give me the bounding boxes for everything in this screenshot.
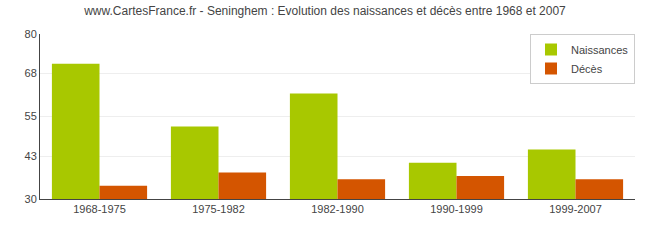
svg-text:80: 80 — [25, 28, 37, 40]
svg-text:68: 68 — [25, 67, 37, 79]
svg-text:43: 43 — [25, 150, 37, 162]
svg-text:1990-1999: 1990-1999 — [430, 203, 483, 215]
svg-text:1999-2007: 1999-2007 — [549, 203, 602, 215]
svg-text:www.CartesFrance.fr - Seninghe: www.CartesFrance.fr - Seninghem : Evolut… — [83, 4, 566, 18]
svg-text:1968-1975: 1968-1975 — [73, 203, 126, 215]
svg-text:1982-1990: 1982-1990 — [311, 203, 364, 215]
svg-text:30: 30 — [25, 193, 37, 205]
svg-text:Décès: Décès — [571, 63, 603, 75]
svg-text:1975-1982: 1975-1982 — [192, 203, 245, 215]
svg-text:55: 55 — [25, 110, 37, 122]
svg-text:Naissances: Naissances — [571, 44, 628, 56]
